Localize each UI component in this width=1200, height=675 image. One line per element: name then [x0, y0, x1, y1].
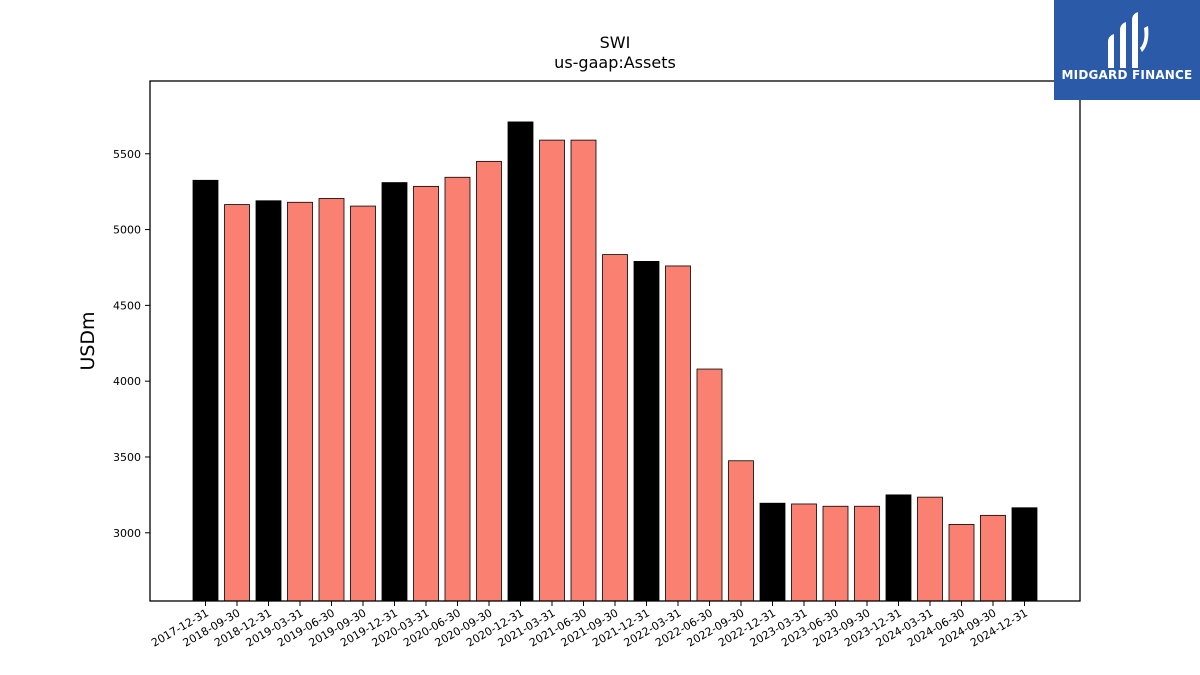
bar-2021-12-31	[633, 261, 660, 602]
bar-2019-09-30	[350, 205, 376, 602]
bar-2020-03-31	[413, 185, 439, 602]
brand-name: MIDGARD FINANCE	[1061, 68, 1193, 82]
y-tick-label: 5500	[113, 148, 141, 161]
bar-2023-06-30	[822, 505, 849, 602]
chart-subtitle: us-gaap:Assets	[554, 53, 676, 72]
y-axis-ticks: 3000 3500 4000 4500 5000 5500	[113, 148, 150, 540]
bar-2023-09-30	[854, 505, 880, 602]
bar-2022-03-31	[665, 265, 691, 602]
bar-2018-09-30	[224, 204, 250, 602]
bar-2023-03-31	[791, 503, 817, 602]
chart-title: SWI	[600, 33, 631, 52]
bar-2024-12-31	[1011, 507, 1038, 602]
bar-2020-12-31	[507, 121, 534, 602]
bar-2021-06-30	[570, 139, 597, 602]
y-tick-label: 5000	[113, 224, 141, 237]
brand-logo-panel	[1054, 0, 1200, 100]
bar-2023-12-31	[885, 494, 912, 602]
bar-2022-09-30	[728, 460, 754, 602]
y-tick-label: 4000	[113, 375, 141, 388]
bar-2020-09-30	[476, 160, 502, 602]
bar-2022-06-30	[696, 368, 723, 602]
y-tick-label: 3000	[113, 527, 141, 540]
bar-2019-03-31	[287, 201, 313, 602]
bar-2019-06-30	[318, 198, 345, 602]
y-axis-label: USDm	[77, 311, 99, 370]
bar-2018-12-31	[255, 200, 282, 602]
bar-2021-03-31	[539, 139, 565, 602]
y-tick-label: 4500	[113, 299, 141, 312]
bar-2024-06-30	[948, 524, 975, 602]
bar-2021-09-30	[602, 254, 628, 602]
bar-2020-06-30	[444, 176, 471, 602]
midgard-logo-icon	[1108, 12, 1149, 68]
bar-series	[192, 121, 1038, 602]
x-axis-ticks: 2017-12-312018-09-302018-12-312019-03-31…	[149, 601, 1030, 650]
y-tick-label: 3500	[113, 451, 141, 464]
bar-2022-12-31	[759, 502, 786, 602]
bar-2024-03-31	[917, 496, 943, 602]
bar-2024-09-30	[980, 514, 1006, 602]
bar-2017-12-31	[192, 179, 219, 602]
bar-2019-12-31	[381, 182, 408, 602]
plot-frame	[149, 80, 1081, 602]
